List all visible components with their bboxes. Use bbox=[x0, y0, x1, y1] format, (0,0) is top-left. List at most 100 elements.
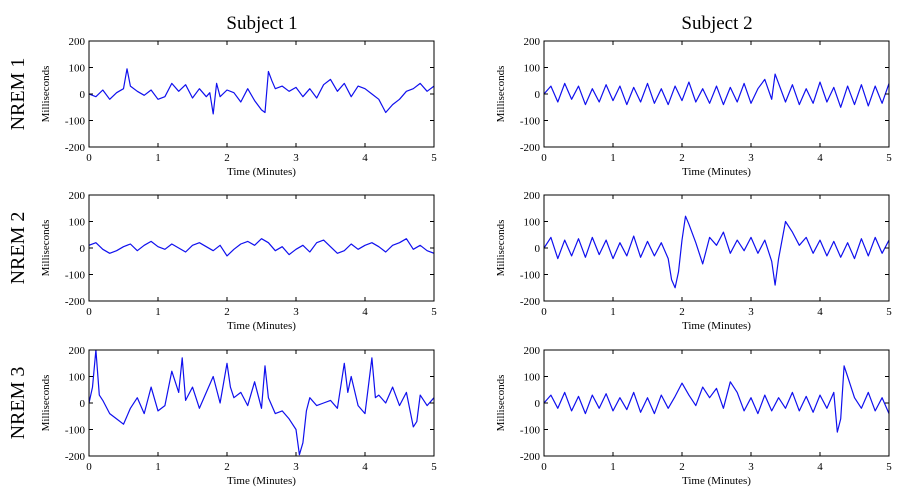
x-tick-label: 5 bbox=[431, 461, 437, 473]
x-tick-label: 3 bbox=[748, 306, 754, 318]
row-label-nrem-2: NREM 2 bbox=[7, 212, 29, 285]
x-tick-label: 1 bbox=[155, 306, 161, 318]
y-tick-label: 100 bbox=[524, 372, 541, 384]
y-tick-label: 0 bbox=[80, 398, 86, 410]
x-tick-label: 0 bbox=[86, 461, 92, 473]
x-tick-label: 4 bbox=[817, 306, 823, 318]
x-tick-label: 1 bbox=[155, 152, 161, 164]
y-axis-label: Milliseconds bbox=[495, 66, 507, 123]
x-tick-label: 4 bbox=[817, 461, 823, 473]
y-axis-label: Milliseconds bbox=[40, 220, 52, 277]
panel-subject-1-nrem-1: 0 1 2 3 4 5 200 100 0 -100 -200 Time (Minutes) Milli… bbox=[40, 36, 437, 178]
x-tick-label: 4 bbox=[362, 306, 368, 318]
x-axis-label: Time (Minutes) bbox=[682, 166, 751, 178]
column-title-subject-2: Subject 2 bbox=[681, 13, 752, 34]
x-tick-label: 2 bbox=[224, 306, 230, 318]
x-tick-label: 3 bbox=[293, 152, 299, 164]
y-tick-label: 100 bbox=[524, 217, 541, 229]
row-label-nrem-1: NREM 1 bbox=[7, 58, 29, 131]
y-tick-label: 0 bbox=[535, 89, 541, 101]
x-tick-label: 1 bbox=[610, 152, 616, 164]
x-tick-label: 1 bbox=[155, 461, 161, 473]
x-tick-label: 5 bbox=[431, 152, 437, 164]
y-tick-label: 200 bbox=[524, 345, 541, 357]
x-tick-label: 5 bbox=[886, 306, 892, 318]
x-tick-label: 0 bbox=[541, 461, 547, 473]
y-tick-label: -100 bbox=[65, 425, 86, 437]
x-tick-label: 2 bbox=[224, 152, 230, 164]
x-tick-label: 3 bbox=[293, 306, 299, 318]
x-tick-label: 1 bbox=[610, 306, 616, 318]
y-tick-label: 200 bbox=[69, 190, 86, 202]
x-tick-label: 0 bbox=[541, 306, 547, 318]
y-tick-label: -200 bbox=[65, 296, 86, 308]
x-tick-label: 5 bbox=[431, 306, 437, 318]
x-axis-label: Time (Minutes) bbox=[227, 475, 296, 487]
y-tick-label: -100 bbox=[520, 425, 541, 437]
y-axis-label: Milliseconds bbox=[40, 375, 52, 432]
y-axis-label: Milliseconds bbox=[40, 66, 52, 123]
y-tick-label: -100 bbox=[520, 270, 541, 282]
y-tick-label: -200 bbox=[65, 142, 86, 154]
x-axis-label: Time (Minutes) bbox=[682, 475, 751, 487]
y-tick-label: 200 bbox=[524, 36, 541, 48]
y-tick-label: -200 bbox=[520, 142, 541, 154]
x-tick-label: 1 bbox=[610, 461, 616, 473]
y-tick-label: 200 bbox=[69, 36, 86, 48]
panel-subject-2-nrem-3: 0 1 2 3 4 5 200 100 0 -100 -200 Time (Minutes) Milli… bbox=[495, 345, 892, 487]
x-tick-label: 3 bbox=[748, 152, 754, 164]
series-line-subject-1-nrem-3 bbox=[89, 350, 434, 456]
y-tick-label: 100 bbox=[69, 372, 86, 384]
y-tick-label: 100 bbox=[69, 217, 86, 229]
y-tick-label: -200 bbox=[520, 451, 541, 463]
series-line-subject-2-nrem-3 bbox=[544, 365, 889, 433]
y-tick-label: -100 bbox=[65, 270, 86, 282]
y-tick-label: -200 bbox=[520, 296, 541, 308]
y-tick-label: 0 bbox=[535, 398, 541, 410]
series-line-subject-2-nrem-2 bbox=[544, 215, 889, 289]
x-tick-label: 2 bbox=[224, 461, 230, 473]
x-tick-label: 3 bbox=[293, 461, 299, 473]
row-label-nrem-3: NREM 3 bbox=[7, 367, 29, 440]
series-line-subject-1-nrem-1 bbox=[89, 68, 434, 115]
plot-frame bbox=[543, 349, 890, 457]
panel-subject-1-nrem-2: 0 1 2 3 4 5 200 100 0 -100 -200 Time (Minutes) Milli… bbox=[40, 190, 437, 332]
x-tick-label: 2 bbox=[679, 306, 685, 318]
x-tick-label: 2 bbox=[679, 461, 685, 473]
column-title-subject-1: Subject 1 bbox=[226, 13, 297, 34]
x-axis-label: Time (Minutes) bbox=[227, 166, 296, 178]
x-tick-label: 2 bbox=[679, 152, 685, 164]
x-tick-label: 0 bbox=[86, 306, 92, 318]
y-tick-label: 200 bbox=[524, 190, 541, 202]
y-tick-label: 0 bbox=[80, 243, 86, 255]
x-tick-label: 5 bbox=[886, 461, 892, 473]
y-tick-label: 0 bbox=[80, 89, 86, 101]
y-axis-label: Milliseconds bbox=[495, 375, 507, 432]
panel-subject-2-nrem-1: 0 1 2 3 4 5 200 100 0 -100 -200 Time (Minutes) Milli… bbox=[495, 36, 892, 178]
x-tick-label: 4 bbox=[362, 461, 368, 473]
series-line-subject-1-nrem-2 bbox=[89, 238, 434, 257]
y-tick-label: 100 bbox=[524, 63, 541, 75]
y-tick-label: 200 bbox=[69, 345, 86, 357]
x-axis-label: Time (Minutes) bbox=[682, 320, 751, 332]
x-axis-label: Time (Minutes) bbox=[227, 320, 296, 332]
plot-frame bbox=[88, 40, 435, 148]
y-axis-label: Milliseconds bbox=[495, 220, 507, 277]
x-tick-label: 4 bbox=[362, 152, 368, 164]
y-tick-label: -200 bbox=[65, 451, 86, 463]
y-tick-label: -100 bbox=[65, 116, 86, 128]
panel-subject-1-nrem-3: 0 1 2 3 4 5 200 100 0 -100 -200 Time (Minutes) Milli… bbox=[40, 345, 437, 487]
y-tick-label: 100 bbox=[69, 63, 86, 75]
plot-frame bbox=[543, 40, 890, 148]
x-tick-label: 4 bbox=[817, 152, 823, 164]
y-tick-label: -100 bbox=[520, 116, 541, 128]
y-tick-label: 0 bbox=[535, 243, 541, 255]
panel-subject-2-nrem-2: 0 1 2 3 4 5 200 100 0 -100 -200 Time (Minutes) Milli… bbox=[495, 190, 892, 332]
x-tick-label: 5 bbox=[886, 152, 892, 164]
x-tick-label: 0 bbox=[541, 152, 547, 164]
x-tick-label: 3 bbox=[748, 461, 754, 473]
series-line-subject-2-nrem-1 bbox=[544, 73, 889, 108]
x-tick-label: 0 bbox=[86, 152, 92, 164]
